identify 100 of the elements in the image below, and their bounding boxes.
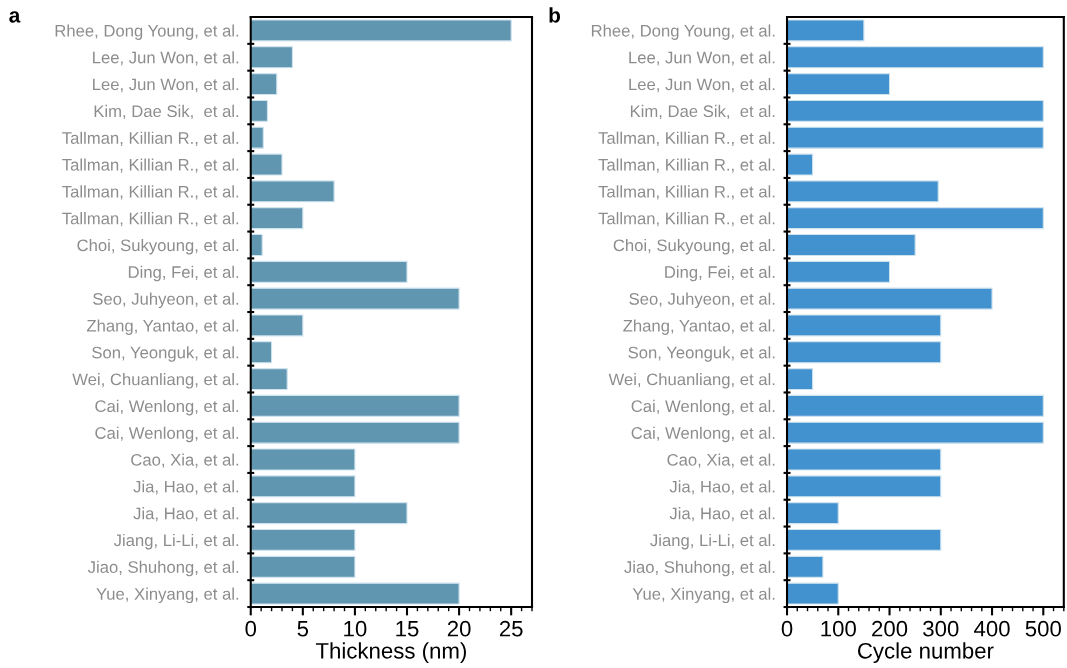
y-tick-label: Tallman, Killian R., et al. — [598, 131, 775, 146]
y-tick-label: Rhee, Dong Young, et al. — [591, 24, 775, 40]
bar — [787, 180, 939, 203]
y-tick-label: Son, Yeonguk, et al. — [628, 346, 775, 362]
bar — [787, 555, 824, 578]
bar — [787, 153, 814, 176]
y-tick-label: Jia, Hao, et al. — [669, 507, 775, 522]
bar — [787, 368, 814, 391]
bar — [250, 19, 512, 42]
bar — [250, 153, 283, 176]
y-tick-label: Tallman, Killian R., et al. — [62, 212, 239, 227]
bar — [787, 207, 1044, 230]
bar — [787, 341, 942, 364]
x-tick-label: 100 — [821, 620, 856, 637]
bar — [250, 394, 460, 417]
bar — [787, 582, 839, 605]
y-tick-label: Jia, Hao, et al. — [669, 480, 775, 495]
y-tick-label: Jiao, Shuhong, et al. — [624, 560, 775, 577]
x-tick-label: 200 — [872, 620, 908, 637]
y-tick-label: Cai, Wenlong, et al. — [95, 399, 239, 416]
text: a — [9, 11, 21, 23]
bar — [250, 448, 356, 471]
y-tick-label: Cao, Xia, et al. — [667, 453, 775, 468]
bar — [250, 260, 408, 283]
bar — [787, 502, 839, 525]
x-tick-label: 0 — [781, 620, 793, 637]
bar — [250, 528, 356, 551]
bar — [250, 502, 408, 525]
y-tick-label: Lee, Jun Won, et al. — [93, 51, 239, 66]
bar — [787, 99, 1044, 122]
y-tick-label: Seo, Juhyeon, et al. — [629, 292, 775, 309]
bar — [250, 287, 460, 310]
y-tick-label: Jiang, Li-Li, et al. — [113, 533, 239, 550]
bar — [787, 19, 865, 42]
bar — [250, 421, 460, 444]
x-tick-label: 15 — [396, 621, 419, 637]
bar — [787, 46, 1044, 69]
y-tick-label: Wei, Chuanliang, et al. — [608, 373, 775, 389]
y-tick-label: Tallman, Killian R., et al. — [62, 158, 239, 173]
bar — [787, 314, 942, 337]
y-tick-label: Choi, Sukyoung, et al. — [77, 238, 239, 255]
y-tick-label: Choi, Sukyoung, et al. — [613, 238, 775, 255]
y-tick-label: Son, Yeonguk, et al. — [92, 346, 239, 362]
y-tick-label: Cao, Xia, et al. — [131, 453, 239, 468]
y-tick-label: Tallman, Killian R., et al. — [598, 158, 775, 173]
bar — [250, 368, 288, 391]
y-tick-label: Rhee, Dong Young, et al. — [55, 24, 239, 40]
bar — [250, 475, 356, 498]
bar — [787, 528, 942, 551]
y-tick-label: Yue, Xinyang, et al. — [632, 587, 775, 604]
y-tick-label: Zhang, Yantao, et al. — [86, 319, 239, 335]
x-tick-label: 25 — [499, 620, 523, 637]
y-tick-label: Cai, Wenlong, et al. — [631, 426, 775, 443]
bar — [250, 99, 268, 122]
bar — [787, 73, 891, 96]
bar — [787, 287, 993, 310]
bar — [250, 233, 263, 256]
y-tick-label: Ding, Fei, et al. — [665, 265, 775, 282]
bar — [250, 314, 304, 337]
y-tick-label: Zhang, Yantao, et al. — [623, 319, 775, 335]
bar — [250, 207, 304, 230]
y-tick-label: Jia, Hao, et al. — [133, 480, 239, 495]
x-tick-label: 20 — [447, 620, 471, 637]
y-tick-label: Jia, Hao, et al. — [133, 507, 239, 522]
x-tick-label: 500 — [1025, 620, 1061, 637]
y-tick-label: Yue, Xinyang, et al. — [96, 587, 239, 604]
bar — [787, 475, 942, 498]
y-tick-label: Cai, Wenlong, et al. — [631, 399, 775, 416]
x-tick-label: 0 — [245, 620, 257, 637]
bar — [787, 260, 891, 283]
y-tick-label: Ding, Fei, et al. — [128, 265, 239, 282]
x-tick-label: 5 — [297, 621, 309, 637]
bar — [787, 394, 1044, 417]
y-tick-label: Tallman, Killian R., et al. — [598, 212, 775, 227]
x-axis-title: Cycle number — [858, 642, 994, 664]
bar — [787, 233, 916, 256]
x-tick-label: 300 — [923, 620, 959, 637]
x-tick-label: 400 — [974, 620, 1010, 637]
bar — [250, 73, 278, 96]
y-tick-label: Tallman, Killian R., et al. — [598, 185, 775, 200]
y-tick-label: Wei, Chuanliang, et al. — [72, 373, 239, 389]
y-tick-label: Lee, Jun Won, et al. — [629, 51, 775, 66]
y-tick-label: Cai, Wenlong, et al. — [95, 426, 239, 443]
bar — [250, 582, 460, 605]
y-tick-label: Jiao, Shuhong, et al. — [87, 560, 239, 577]
y-tick-label: Seo, Juhyeon, et al. — [93, 292, 239, 309]
x-axis-title: Thickness (nm) — [315, 642, 466, 664]
y-tick-label: Tallman, Killian R., et al. — [62, 185, 239, 200]
bar — [250, 180, 335, 203]
y-tick-label: Jiang, Li-Li, et al. — [650, 533, 775, 550]
bar — [250, 341, 273, 364]
bar — [787, 448, 942, 471]
y-tick-label: Lee, Jun Won, et al. — [629, 78, 775, 93]
x-tick-label: 10 — [344, 620, 367, 637]
bar — [787, 421, 1044, 444]
y-tick-label: Kim, Dae Sik, et al. — [630, 104, 775, 120]
y-tick-label: Tallman, Killian R., et al. — [62, 131, 239, 146]
y-tick-label: Kim, Dae Sik, et al. — [94, 104, 239, 120]
bar — [787, 126, 1044, 149]
y-tick-label: Lee, Jun Won, et al. — [93, 78, 239, 93]
